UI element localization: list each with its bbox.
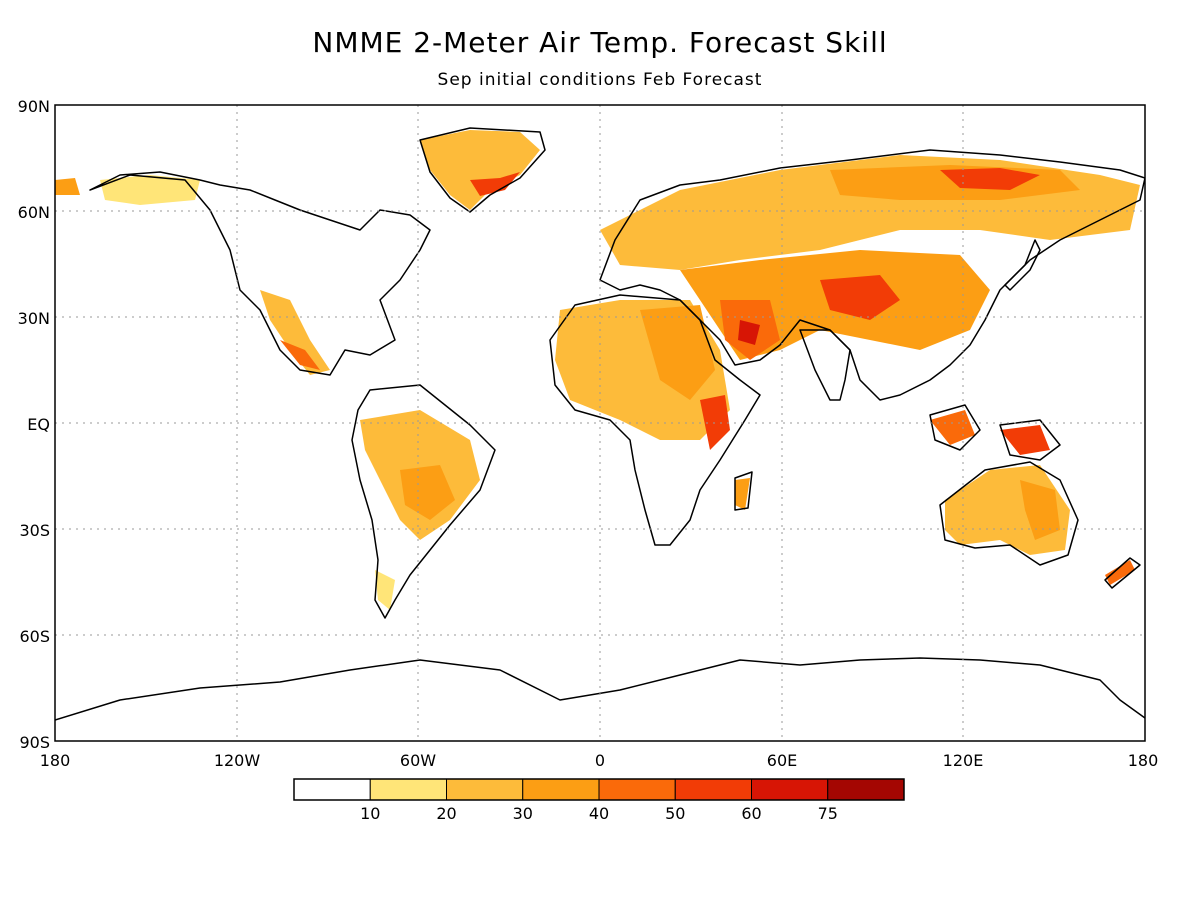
colorbar-bin — [598, 778, 676, 801]
lon-label: 120W — [214, 751, 261, 770]
lat-label: 60S — [19, 627, 50, 646]
japan-outline — [1004, 239, 1041, 291]
australia-outline — [939, 461, 1079, 566]
lon-label: 60E — [767, 751, 797, 770]
latitude-labels: 90N 60N 30N EQ 30S 60S 90S — [18, 97, 50, 752]
lat-label: EQ — [27, 415, 50, 434]
colorbar-label: 20 — [436, 804, 456, 823]
antarctica-outline — [55, 657, 1145, 721]
borneo-outline — [929, 404, 981, 451]
lon-label: 180 — [1128, 751, 1159, 770]
map-frame — [54, 104, 1146, 742]
longitude-labels: 180 120W 60W 0 60E 120E 180 — [40, 751, 1159, 770]
lon-label: 60W — [400, 751, 436, 770]
lon-label: 0 — [595, 751, 605, 770]
colorbar-label: 50 — [665, 804, 685, 823]
lon-label: 180 — [40, 751, 71, 770]
colorbar: 10 20 30 40 50 60 75 — [293, 778, 905, 823]
colorbar-bin — [522, 778, 600, 801]
colorbar-label: 40 — [589, 804, 609, 823]
graticule — [55, 105, 1145, 741]
india-outline — [799, 329, 851, 401]
colorbar-bin — [827, 778, 905, 801]
north-america-outline — [89, 171, 431, 376]
colorbar-label: 60 — [741, 804, 761, 823]
south-america-outline — [351, 384, 496, 619]
lat-label: 90N — [18, 97, 50, 116]
lat-label: 90S — [19, 733, 50, 752]
greenland-outline — [419, 127, 546, 213]
madagascar-outline — [734, 471, 753, 511]
colorbar-bin — [446, 778, 524, 801]
colorbar-frame — [293, 778, 905, 801]
lon-label: 120E — [943, 751, 984, 770]
colorbar-bin — [369, 778, 447, 801]
lat-label: 30S — [19, 521, 50, 540]
lat-label: 60N — [18, 203, 50, 222]
colorbar-bin — [674, 778, 752, 801]
new-guinea-outline — [999, 419, 1061, 461]
colorbar-bin — [293, 778, 371, 801]
new-zealand-outline — [1104, 557, 1141, 589]
colorbar-label: 75 — [818, 804, 838, 823]
map-plot-area — [55, 105, 1145, 741]
coastlines — [55, 127, 1145, 721]
map-subtitle: Sep initial conditions Feb Forecast — [437, 70, 763, 90]
skill-shading — [55, 130, 1140, 610]
colorbar-bin — [751, 778, 829, 801]
colorbar-label: 30 — [513, 804, 533, 823]
eurasia-outline — [599, 149, 1145, 401]
colorbar-label: 10 — [360, 804, 380, 823]
lat-label: 30N — [18, 309, 50, 328]
map-title: NMME 2-Meter Air Temp. Forecast Skill — [312, 26, 888, 59]
